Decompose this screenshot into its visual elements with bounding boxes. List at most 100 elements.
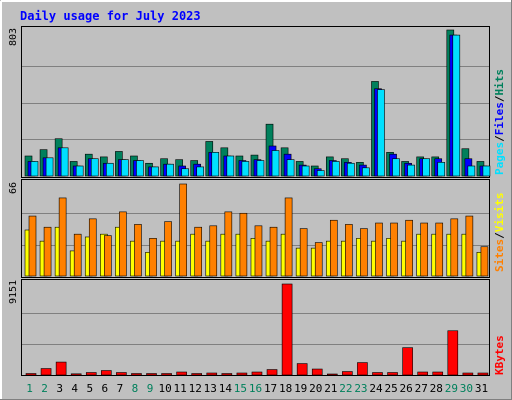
- sites-bar: [43, 226, 52, 277]
- x-tick-label: 28: [430, 382, 443, 395]
- x-tick-label: 14: [219, 382, 233, 395]
- kbytes-bar: [326, 373, 338, 376]
- x-tick-label: 17: [264, 382, 277, 395]
- legend-sep: /: [493, 135, 506, 142]
- pages-bar: [45, 157, 54, 177]
- x-tick-label: 3: [56, 382, 63, 395]
- pages-bar: [241, 161, 250, 177]
- x-axis-labels: 1 2 3 4 5 6 7 8 9 10 11 12 13 14 15 16 17 18 19 20 21 22 23 24 2…: [26, 382, 488, 395]
- sites-bar: [435, 222, 444, 277]
- kbytes-bar: [116, 372, 127, 376]
- pages-bar: [437, 162, 446, 177]
- pages-bar: [467, 165, 476, 177]
- x-tick-label: 29: [445, 382, 458, 395]
- pages-bar: [271, 150, 280, 177]
- sites-bar: [239, 212, 248, 277]
- kbytes-bar: [191, 373, 203, 376]
- pages-bar: [136, 160, 144, 177]
- pages-bar: [256, 160, 265, 177]
- pages-bar: [60, 147, 69, 177]
- x-tick-label: 27: [415, 382, 428, 395]
- sites-bar: [360, 228, 368, 277]
- x-tick-label: 2: [41, 382, 48, 395]
- legend-visits: Visits: [493, 193, 506, 233]
- legend-sep: /: [493, 95, 506, 102]
- bars-layer: [22, 29, 491, 376]
- x-tick-label: 12: [189, 382, 202, 395]
- sites-bar: [88, 218, 97, 277]
- pages-bar: [422, 158, 430, 177]
- x-tick-label: 24: [369, 382, 383, 395]
- x-tick-label: 31: [475, 382, 488, 395]
- legend-kbytes: KBytes: [493, 335, 506, 375]
- pages-bar: [301, 165, 310, 177]
- hits-panel: [21, 26, 490, 178]
- pages-bar: [362, 167, 370, 177]
- hits-ymax-label: 803: [8, 28, 19, 46]
- sites-bar: [465, 215, 474, 277]
- sites-bar: [450, 218, 459, 277]
- visits-ymax-label: 66: [8, 182, 19, 194]
- x-tick-label: 4: [71, 382, 78, 395]
- pages-bar: [90, 158, 99, 177]
- kbytes-bar: [85, 372, 97, 376]
- kbytes-bar: [25, 373, 37, 376]
- pages-bar: [316, 170, 325, 177]
- pages-bar: [166, 163, 174, 177]
- kbytes-bar: [372, 372, 383, 376]
- x-tick-label: 7: [117, 382, 124, 395]
- sites-bar: [194, 226, 203, 277]
- kbytes-bar: [131, 373, 142, 376]
- pages-bar: [286, 159, 295, 177]
- kbytes-bar: [387, 372, 398, 376]
- kbytes-bar: [161, 373, 172, 376]
- x-tick-label: 5: [86, 382, 93, 395]
- kbytes-bar: [342, 371, 353, 376]
- kbytes-bar: [311, 368, 323, 376]
- pages-bar: [75, 165, 84, 177]
- hits-legend: Pages/Files/Hits: [493, 69, 506, 175]
- x-tick-label: 13: [204, 382, 217, 395]
- x-tick-label: 9: [147, 382, 154, 395]
- pages-bar: [121, 159, 129, 177]
- kbytes-bar: [70, 373, 82, 376]
- x-tick-label: 21: [324, 382, 337, 395]
- sites-bar: [284, 197, 293, 277]
- sites-bar: [375, 222, 383, 277]
- pages-bar: [377, 89, 385, 177]
- pages-bar: [392, 158, 400, 177]
- kbytes-ymax-label: 9151: [8, 280, 19, 304]
- sites-bar: [269, 226, 278, 277]
- kbytes-bar: [357, 362, 368, 376]
- x-tick-label: 19: [294, 382, 307, 395]
- sites-bar: [209, 225, 218, 277]
- kbytes-bar: [417, 371, 428, 376]
- sites-bar: [299, 228, 308, 277]
- x-tick-label: 20: [309, 382, 322, 395]
- pages-bar: [211, 152, 220, 177]
- x-tick-label: 15: [234, 382, 247, 395]
- sites-bar: [104, 235, 112, 277]
- x-tick-label: 11: [174, 382, 187, 395]
- sites-bar: [58, 197, 67, 277]
- x-tick-label: 1: [26, 382, 33, 395]
- sites-bar: [329, 219, 338, 277]
- kbytes-bar: [101, 370, 112, 376]
- sites-bar: [420, 222, 428, 277]
- x-tick-label: 25: [384, 382, 397, 395]
- pages-bar: [331, 161, 340, 177]
- kbytes-bar: [266, 369, 278, 376]
- kbytes-bar: [176, 371, 187, 376]
- sites-bar: [73, 233, 82, 277]
- x-tick-label: 30: [460, 382, 473, 395]
- kbytes-bar: [221, 373, 233, 376]
- kbytes-bar: [40, 368, 52, 376]
- legend-pages: Pages: [493, 142, 506, 175]
- kbytes-bar: [296, 363, 308, 376]
- sites-bar: [134, 224, 142, 277]
- pages-bar: [30, 161, 39, 177]
- pages-bar: [226, 155, 235, 177]
- sites-bar: [28, 215, 37, 277]
- kbytes-bar: [462, 372, 474, 376]
